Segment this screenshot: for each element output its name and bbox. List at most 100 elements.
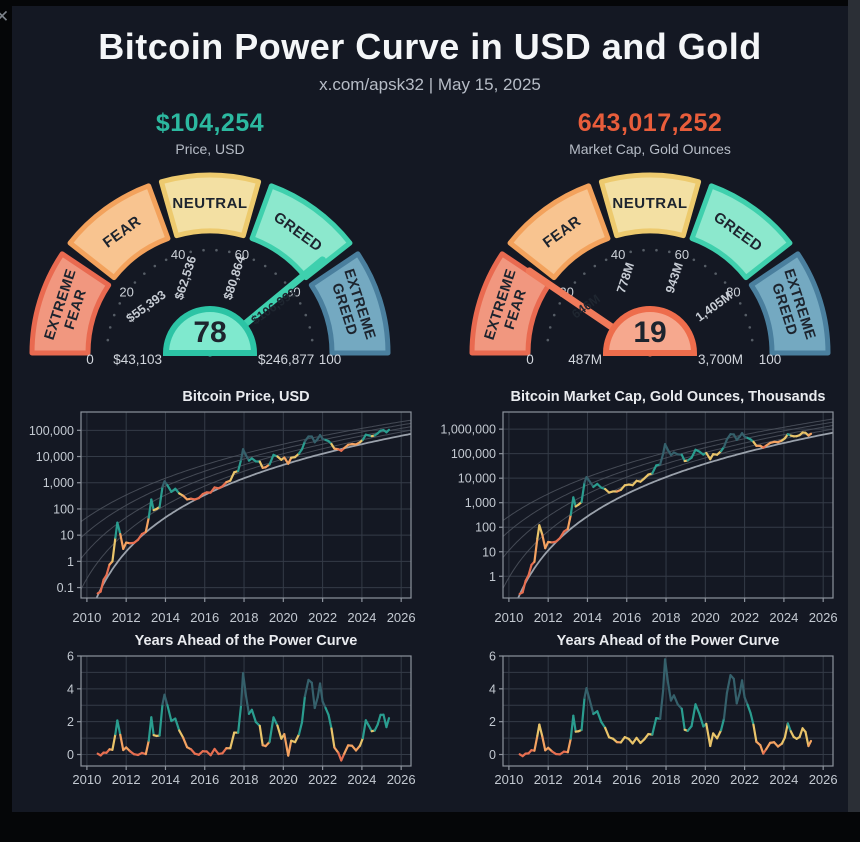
svg-text:2022: 2022	[730, 610, 759, 625]
svg-text:2020: 2020	[691, 610, 720, 625]
chart-years-ahead-gold: 0 2 4 6 2010 2012 2014 2016 2018 2020 2022 2024 2026…	[489, 633, 838, 787]
chart-spine	[80, 411, 412, 599]
svg-text:6: 6	[489, 650, 496, 664]
gauge-segment	[29, 251, 112, 356]
svg-text:3,700M: 3,700M	[698, 352, 743, 367]
svg-text:2012: 2012	[534, 610, 563, 625]
fear-greed-gauge-gold: EXTREMEFEARFEARNEUTRALGREEDEXTREMEGREED2…	[469, 172, 831, 367]
svg-text:60: 60	[675, 247, 689, 262]
power-curve-offset	[503, 421, 833, 537]
years-ahead-line	[96, 672, 391, 762]
gauge-segment	[308, 251, 391, 356]
chart-spine	[502, 411, 834, 599]
svg-text:2020: 2020	[269, 772, 298, 787]
chart-btc-price-usd: 0.1 1 10 100 1,000 10,000 100,000 2010 2012 2014 2…	[29, 389, 416, 625]
svg-text:4: 4	[67, 682, 74, 696]
svg-text:10,000: 10,000	[36, 450, 74, 464]
left-gutter: ✕	[0, 0, 12, 842]
gauges-row: $104,254 Price, USD EXTREME FEAR FEAR NEUTR…	[12, 109, 848, 380]
svg-text:2010: 2010	[72, 610, 101, 625]
usd-price-value: $104,254	[155, 109, 265, 137]
svg-text:2024: 2024	[347, 610, 376, 625]
svg-text:2014: 2014	[573, 772, 602, 787]
power-curve-offset	[81, 426, 411, 559]
page-title: Bitcoin Power Curve in USD and Gold	[98, 26, 762, 67]
svg-text:60: 60	[235, 247, 249, 262]
svg-text:$106,993: $106,993	[249, 286, 299, 328]
svg-text:1: 1	[489, 570, 496, 584]
svg-text:100,000: 100,000	[29, 424, 74, 438]
page-subtitle: x.com/apsk32 | May 15, 2025	[319, 75, 541, 94]
svg-text:2: 2	[67, 715, 74, 729]
main-charts-row: 0.1 1 10 100 1,000 10,000 100,000 2010 2012 2014 2…	[12, 386, 848, 630]
svg-text:80: 80	[726, 284, 740, 299]
svg-text:4: 4	[489, 682, 496, 696]
svg-text:2018: 2018	[230, 772, 259, 787]
svg-text:40: 40	[171, 247, 185, 262]
fear-greed-gauge-usd: EXTREMEFEARFEARNEUTRALGREEDEXTREMEGREED2…	[29, 172, 391, 367]
gauge-segment-label: NEUTRAL	[612, 195, 687, 212]
gauge-segment	[689, 183, 793, 281]
chart-btc-marketcap-gold: 1 10 100 1,000 10,000 100,000 1,000,000 2010 201…	[441, 389, 838, 625]
gauge-usd: $104,254 Price, USD EXTREME FEAR FEAR NEUTR…	[14, 109, 406, 380]
chart-title: Bitcoin Market Cap, Gold Ounces, Thousan…	[510, 389, 825, 405]
svg-text:2010: 2010	[494, 610, 523, 625]
svg-text:6: 6	[67, 650, 74, 664]
svg-text:2026: 2026	[387, 772, 416, 787]
svg-text:10: 10	[482, 545, 496, 559]
chart-grid	[503, 655, 833, 766]
power-curve-offset	[81, 429, 411, 590]
svg-text:100,000: 100,000	[451, 447, 496, 461]
svg-text:2018: 2018	[652, 772, 681, 787]
svg-text:2022: 2022	[308, 610, 337, 625]
svg-text:1,000: 1,000	[465, 496, 496, 510]
svg-text:2020: 2020	[691, 772, 720, 787]
svg-text:0: 0	[86, 352, 94, 367]
svg-text:100: 100	[759, 352, 782, 367]
svg-text:2012: 2012	[534, 772, 563, 787]
svg-text:2016: 2016	[190, 610, 219, 625]
gauge-segment	[748, 251, 831, 356]
gauge-segment	[469, 251, 552, 356]
years-ahead-charts-row: 0 2 4 6 2010 2012 2014 2016 2018 2020 2022 2024 2026…	[12, 630, 848, 792]
svg-text:778M: 778M	[614, 261, 637, 295]
gauge-reading: 19	[633, 316, 666, 349]
svg-text:2016: 2016	[190, 772, 219, 787]
svg-text:2014: 2014	[151, 772, 180, 787]
chart-grid	[81, 655, 411, 766]
svg-text:2022: 2022	[730, 772, 759, 787]
close-icon[interactable]: ✕	[0, 7, 10, 26]
gauge-segment	[249, 183, 353, 281]
gauge-needle-hub	[162, 306, 258, 356]
svg-text:$43,103: $43,103	[113, 352, 162, 367]
gold-marketcap-value: 643,017,252	[577, 109, 723, 137]
svg-text:2016: 2016	[612, 610, 641, 625]
gauge-baseline-labels: 0 487M 3,700M 100	[526, 352, 781, 367]
header: Bitcoin Power Curve in USD and Gold x.co…	[12, 6, 848, 95]
years-ahead-line	[518, 658, 813, 758]
power-curve-offset	[503, 428, 833, 589]
price-line	[96, 428, 391, 595]
svg-text:2026: 2026	[809, 772, 838, 787]
svg-text:100: 100	[475, 521, 496, 535]
chart-title: Bitcoin Price, USD	[182, 389, 309, 405]
gauge-segment	[158, 172, 262, 239]
chart-plot-area	[503, 418, 833, 598]
svg-text:10,000: 10,000	[458, 472, 496, 486]
power-curve-offset	[81, 422, 411, 538]
svg-text:2026: 2026	[387, 610, 416, 625]
svg-text:2026: 2026	[809, 610, 838, 625]
svg-text:0: 0	[489, 748, 496, 762]
chart-axis-labels: 0.1 1 10 100 1,000 10,000 100,000 2010 2012 2014 2…	[29, 424, 416, 625]
chart-grid	[81, 412, 411, 598]
svg-text:2: 2	[489, 715, 496, 729]
right-gutter	[848, 0, 860, 812]
gauge-minor-ticks	[546, 248, 754, 342]
gauge-baseline-labels: 0 $43,103 $246,877 100	[86, 352, 341, 367]
svg-text:$80,864: $80,864	[221, 254, 248, 301]
svg-text:20: 20	[119, 284, 133, 299]
